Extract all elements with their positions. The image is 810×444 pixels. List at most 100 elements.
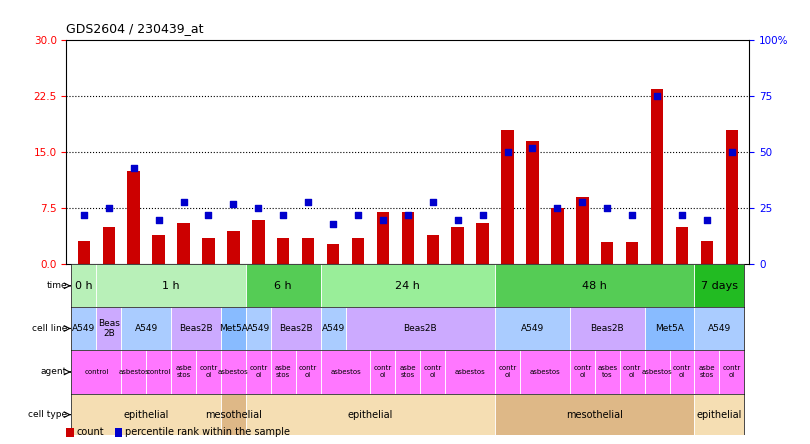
Point <box>650 92 663 99</box>
Bar <box>420 350 446 394</box>
Bar <box>701 241 713 265</box>
Bar <box>719 350 744 394</box>
Bar <box>377 212 389 265</box>
Text: time: time <box>46 281 67 290</box>
Bar <box>196 350 221 394</box>
Text: cell type: cell type <box>28 410 67 419</box>
Bar <box>71 350 122 394</box>
Text: A549: A549 <box>134 324 158 333</box>
Text: contr
ol: contr ol <box>498 365 517 378</box>
Text: contr
ol: contr ol <box>673 365 691 378</box>
Text: asbes
tos: asbes tos <box>597 365 617 378</box>
Bar <box>321 350 370 394</box>
Point <box>277 211 290 218</box>
Bar <box>595 350 620 394</box>
Text: cell line: cell line <box>32 324 67 333</box>
Point <box>177 198 190 205</box>
Point <box>252 205 265 212</box>
Point <box>352 211 365 218</box>
Bar <box>227 231 240 265</box>
Text: asbe
stos: asbe stos <box>399 365 416 378</box>
Bar <box>321 307 346 350</box>
Bar <box>402 212 414 265</box>
Bar <box>676 227 688 265</box>
Point <box>326 221 339 228</box>
Bar <box>370 350 395 394</box>
Bar <box>495 307 569 350</box>
Bar <box>526 141 539 265</box>
Point <box>426 198 439 205</box>
Text: asbestos: asbestos <box>454 369 485 375</box>
Point <box>377 216 390 223</box>
Text: contr
ol: contr ol <box>623 365 642 378</box>
Bar <box>271 350 296 394</box>
Bar <box>246 265 321 307</box>
Point <box>676 211 688 218</box>
Bar <box>122 307 171 350</box>
Text: contr
ol: contr ol <box>723 365 741 378</box>
Bar <box>694 307 744 350</box>
Text: Met5A: Met5A <box>655 324 684 333</box>
Text: asbestos: asbestos <box>642 369 672 375</box>
Bar <box>221 307 246 350</box>
Bar <box>569 307 645 350</box>
Bar <box>78 241 90 265</box>
Bar <box>246 394 495 435</box>
Bar <box>576 197 589 265</box>
Bar <box>96 307 122 350</box>
Bar <box>495 394 694 435</box>
Bar <box>620 350 645 394</box>
Bar <box>451 227 464 265</box>
Bar <box>551 208 564 265</box>
Bar <box>645 307 694 350</box>
Text: agent: agent <box>40 368 67 377</box>
Bar <box>327 243 339 265</box>
Point <box>551 205 564 212</box>
Bar <box>296 350 321 394</box>
Bar <box>103 227 115 265</box>
Bar <box>650 89 663 265</box>
Bar <box>352 238 365 265</box>
Text: Beas2B: Beas2B <box>179 324 213 333</box>
Bar <box>626 242 638 265</box>
Text: 6 h: 6 h <box>275 281 292 291</box>
Text: A549: A549 <box>521 324 544 333</box>
Text: asbestos: asbestos <box>530 369 561 375</box>
Bar <box>476 223 488 265</box>
Text: contr
ol: contr ol <box>573 365 591 378</box>
Text: GDS2604 / 230439_at: GDS2604 / 230439_at <box>66 22 204 35</box>
Text: asbe
stos: asbe stos <box>175 365 192 378</box>
Bar <box>146 350 171 394</box>
Bar <box>152 234 165 265</box>
Bar <box>645 350 670 394</box>
Text: contr
ol: contr ol <box>249 365 267 378</box>
Text: asbestos: asbestos <box>218 369 249 375</box>
Bar <box>252 220 265 265</box>
Bar <box>96 265 246 307</box>
Text: A549: A549 <box>708 324 731 333</box>
Bar <box>495 265 694 307</box>
Bar <box>601 242 613 265</box>
Bar <box>670 350 694 394</box>
Text: 1 h: 1 h <box>162 281 180 291</box>
Bar <box>122 350 146 394</box>
Text: contr
ol: contr ol <box>199 365 218 378</box>
Bar <box>171 307 221 350</box>
Text: Met5A: Met5A <box>219 324 248 333</box>
Text: mesothelial: mesothelial <box>205 410 262 420</box>
Point <box>476 211 489 218</box>
Text: Beas2B: Beas2B <box>590 324 624 333</box>
Bar <box>71 394 221 435</box>
Bar <box>520 350 569 394</box>
Text: 7 days: 7 days <box>701 281 738 291</box>
Text: 0 h: 0 h <box>75 281 92 291</box>
Point <box>301 198 314 205</box>
Text: asbestos: asbestos <box>330 369 361 375</box>
Point <box>227 200 240 207</box>
Bar <box>694 350 719 394</box>
Text: Beas2B: Beas2B <box>279 324 313 333</box>
Bar <box>71 307 96 350</box>
Bar <box>221 350 246 394</box>
Bar <box>71 265 96 307</box>
Bar <box>346 307 495 350</box>
